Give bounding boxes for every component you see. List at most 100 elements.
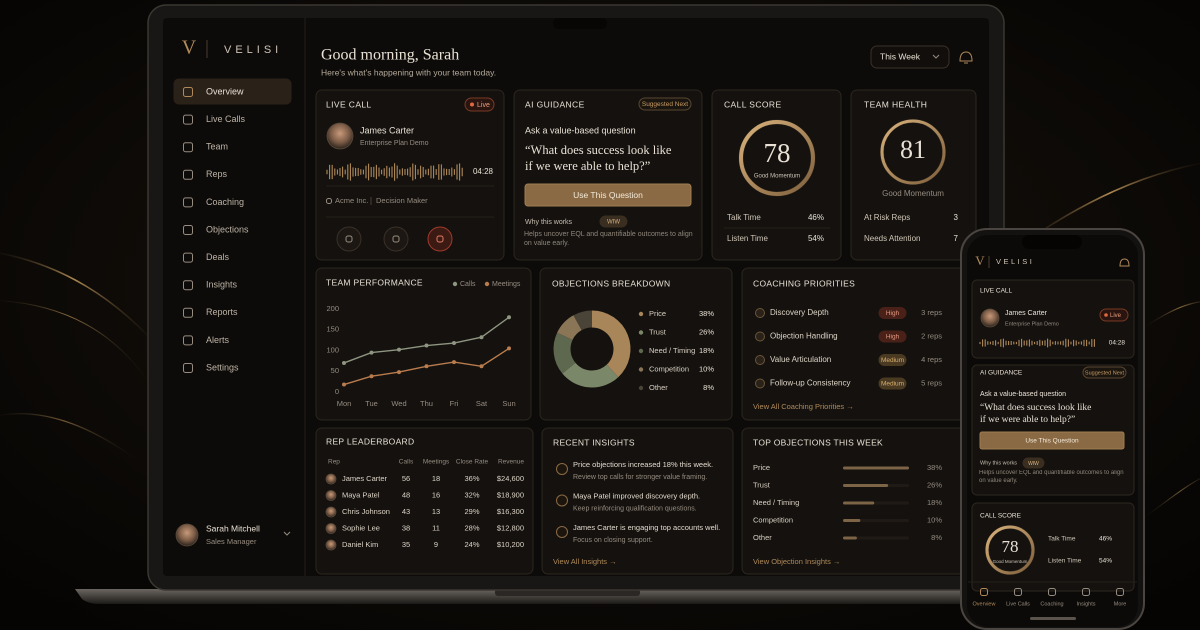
icon	[980, 588, 988, 596]
badge	[599, 215, 628, 228]
item-icon	[755, 308, 765, 318]
stat-label: Talk Time	[727, 213, 761, 222]
table-cell: 43	[402, 507, 410, 516]
badge-text: Suggested Next	[1085, 370, 1125, 376]
legend-swatch	[452, 281, 458, 287]
tab-label[interactable]: Live Calls	[1006, 601, 1030, 607]
table-cell: James Carter	[342, 474, 388, 483]
nav-item[interactable]: Settings	[206, 362, 239, 372]
icon	[183, 225, 193, 235]
priority-name: Follow-up Consistency	[770, 379, 850, 388]
y-tick-label: 150	[326, 325, 339, 334]
icon	[1048, 588, 1056, 596]
nav-item[interactable]: Live Calls	[206, 114, 246, 124]
legend-swatch	[484, 281, 490, 287]
tab-label[interactable]: Insights	[1077, 601, 1096, 607]
use-question-button[interactable]	[979, 431, 1125, 450]
caller-plan: Enterprise Plan Demo	[1005, 321, 1059, 327]
link[interactable]: View Objection Insights →	[753, 557, 840, 566]
icon	[183, 307, 193, 318]
card	[711, 89, 842, 261]
donut-segment	[553, 332, 576, 374]
table-cell: 13	[432, 507, 440, 516]
stat-label: Needs Attention	[864, 234, 920, 243]
call-button[interactable]	[383, 226, 409, 252]
use-question-button[interactable]	[524, 183, 692, 207]
nav-item[interactable]: Coaching	[206, 197, 244, 207]
quote-line: if we were able to help?”	[525, 159, 650, 173]
caller-plan: Enterprise Plan Demo	[360, 140, 429, 147]
nav-item[interactable]: Objections	[206, 224, 249, 234]
table-cell: $24,600	[497, 474, 524, 483]
nav-item[interactable]: Insights	[206, 280, 238, 290]
card-title: CALL SCORE	[724, 99, 782, 109]
nav-item[interactable]: Reports	[206, 307, 238, 317]
period-select[interactable]	[870, 45, 950, 69]
table-cell: 9	[434, 540, 438, 549]
link[interactable]: View All Insights →	[553, 557, 617, 566]
column-header: Close Rate	[456, 459, 489, 466]
nav-item[interactable]: Reps	[206, 169, 228, 179]
bar	[843, 536, 857, 540]
insight-title: Maya Patel improved discovery depth.	[573, 491, 700, 500]
badge-text: WIW	[607, 220, 620, 226]
column-header: Revenue	[498, 459, 524, 466]
phone-app: V VELISI LIVE CALL James Carter Enterprise P…	[968, 253, 1137, 620]
badge	[1022, 457, 1045, 469]
x-tick-label: Sun	[502, 399, 515, 408]
live-dot	[470, 102, 474, 107]
card-title: AI GUIDANCE	[525, 99, 585, 109]
badge-text: Live	[477, 102, 490, 109]
table-cell: 24%	[464, 540, 479, 549]
badge-text: WIW	[1028, 461, 1039, 467]
nav-item[interactable]: Alerts	[206, 335, 230, 345]
badge-text: Medium	[881, 357, 904, 364]
bell-icon[interactable]	[959, 51, 973, 64]
caller-name: James Carter	[360, 125, 414, 135]
link[interactable]: View All Coaching Priorities →	[753, 402, 854, 411]
icon	[345, 235, 353, 243]
table-cell: 28%	[464, 523, 479, 532]
logo: V	[975, 253, 985, 268]
table-cell: 36%	[464, 474, 479, 483]
brand-name: VELISI	[224, 44, 282, 56]
call-duration: 04:28	[473, 167, 494, 176]
value-label: 38%	[699, 309, 714, 318]
insight-text: Keep reinforcing qualification questions…	[573, 505, 697, 512]
table-cell: 56	[402, 474, 410, 483]
data-point	[479, 335, 484, 340]
nav-item[interactable]: Team	[206, 142, 228, 152]
value-label: 38%	[927, 463, 942, 472]
tab-label[interactable]: Overview	[973, 601, 996, 607]
donut-segment	[573, 310, 593, 331]
card	[741, 267, 983, 421]
insight-title: James Carter is engaging top accounts we…	[573, 523, 720, 532]
table-cell: $18,900	[497, 490, 524, 499]
legend-swatch	[638, 330, 644, 335]
user-name: Sarah Mitchell	[206, 523, 260, 533]
chevron	[283, 531, 291, 536]
chart-title: OBJECTIONS BREAKDOWN	[552, 278, 670, 288]
why-text: Helps uncover EQL and quantifiable outco…	[979, 470, 1124, 484]
nav-item[interactable]: Deals	[206, 252, 230, 262]
icon	[183, 87, 193, 97]
hangup-button[interactable]	[427, 226, 453, 252]
value-label: 26%	[699, 327, 714, 336]
legend-label: Need / Timing	[649, 346, 695, 355]
stat-value: 7	[954, 234, 959, 243]
category-label: Trust	[753, 480, 771, 489]
call-button[interactable]	[336, 226, 362, 252]
badge	[878, 307, 907, 319]
laptop-base	[75, 589, 1085, 604]
legend-swatch	[638, 348, 644, 354]
badge	[878, 354, 907, 366]
value-label: 8%	[703, 383, 714, 392]
nav-item[interactable]: Overview	[206, 86, 244, 96]
table-cell: Chris Johnson	[342, 507, 390, 516]
rep-count: 5 reps	[921, 378, 942, 387]
tab-label[interactable]: Coaching	[1040, 601, 1063, 607]
column-header: Meetings	[423, 459, 450, 466]
tab-label[interactable]: More	[1114, 601, 1127, 607]
data-point	[424, 343, 429, 348]
icon	[183, 335, 193, 346]
